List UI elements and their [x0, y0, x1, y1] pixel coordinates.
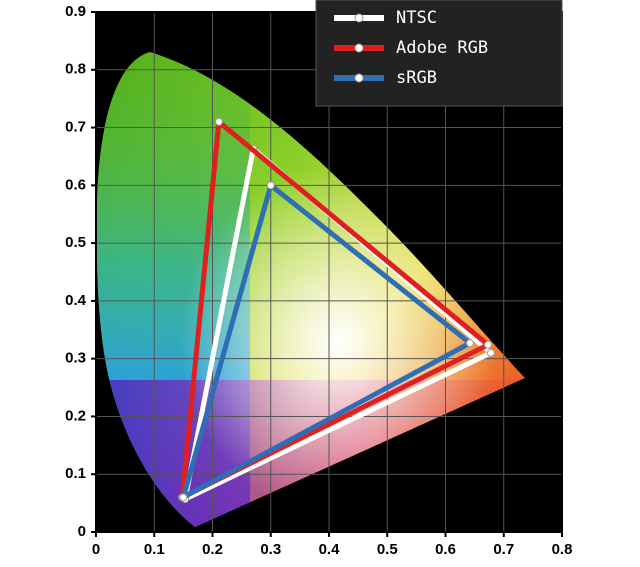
gamut-triangle — [179, 119, 491, 500]
legend-label: sRGB — [396, 68, 437, 88]
x-tick-label: 0 — [92, 541, 100, 558]
y-tick-label: 0.1 — [65, 465, 86, 482]
y-tick-label: 0.5 — [65, 234, 86, 251]
vertex-marker — [214, 117, 223, 126]
y-tick-label: 0.7 — [65, 119, 86, 136]
y-tick-label: 0.9 — [65, 3, 86, 20]
x-tick-label: 0.4 — [319, 541, 341, 558]
x-tick-label: 0.6 — [435, 541, 456, 558]
x-tick-label: 0.8 — [552, 541, 573, 558]
legend-marker — [354, 13, 364, 23]
x-tick-label: 0.2 — [202, 541, 223, 558]
vertex-marker — [179, 493, 188, 502]
legend-label: Adobe RGB — [396, 38, 488, 58]
legend-label: NTSC — [396, 8, 437, 28]
gamut-triangle — [180, 182, 473, 500]
vertex-marker — [266, 181, 275, 190]
vertex-marker — [484, 340, 493, 349]
legend-marker — [354, 43, 364, 53]
y-tick-label: 0.3 — [65, 350, 86, 367]
y-tick-label: 0.2 — [65, 407, 86, 424]
x-tick-label: 0.1 — [144, 541, 165, 558]
x-tick-label: 0.3 — [260, 541, 281, 558]
y-tick-label: 0.8 — [65, 61, 86, 78]
y-tick-label: 0 — [78, 523, 86, 540]
vertex-marker — [465, 339, 474, 348]
y-tick-label: 0.6 — [65, 176, 86, 193]
x-tick-label: 0.5 — [377, 541, 398, 558]
legend-marker — [354, 73, 364, 83]
x-tick-label: 0.7 — [493, 541, 514, 558]
y-tick-label: 0.4 — [65, 292, 87, 309]
vertex-marker — [486, 348, 495, 357]
